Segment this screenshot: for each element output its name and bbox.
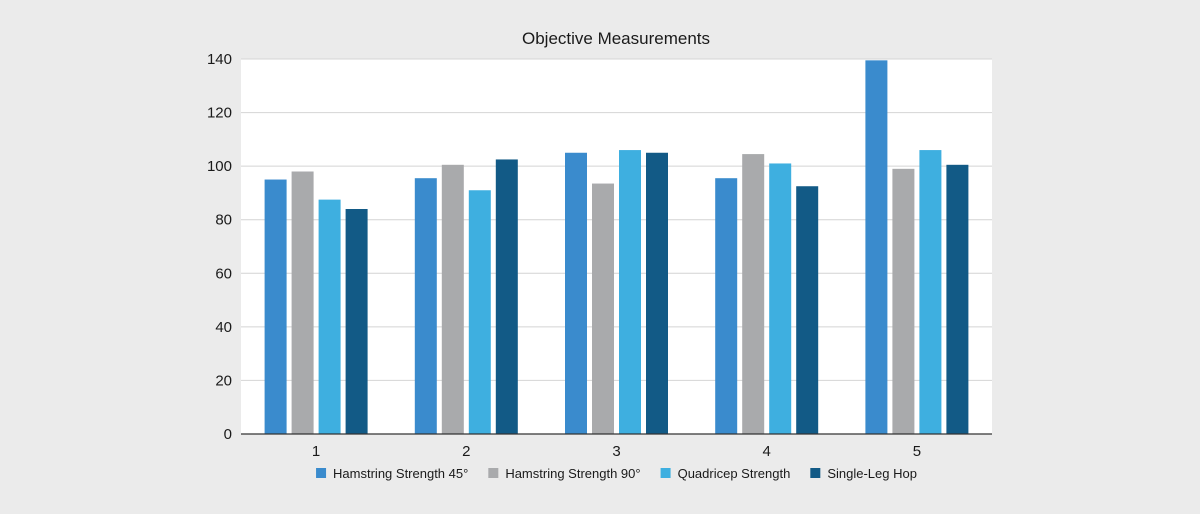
y-tick-label: 140 bbox=[207, 51, 232, 68]
legend-swatch bbox=[810, 468, 821, 478]
legend-label: Single-Leg Hop bbox=[827, 466, 917, 481]
bars bbox=[264, 60, 969, 435]
y-axis-ticks: 0 20 40 60 80 100 120 140 bbox=[207, 51, 232, 443]
bar bbox=[291, 171, 314, 434]
bar bbox=[441, 164, 464, 434]
x-tick-label: 1 bbox=[312, 443, 320, 460]
bar bbox=[946, 164, 969, 434]
x-tick-label: 4 bbox=[763, 443, 771, 460]
y-tick-label: 100 bbox=[207, 158, 232, 175]
bar bbox=[892, 168, 915, 435]
y-tick-label: 20 bbox=[215, 372, 232, 389]
y-tick-label: 60 bbox=[215, 265, 232, 282]
legend-swatch bbox=[488, 468, 499, 478]
bar bbox=[264, 179, 287, 434]
bar bbox=[592, 183, 614, 434]
bar bbox=[619, 150, 641, 435]
y-tick-label: 80 bbox=[215, 212, 232, 229]
legend-item: Single-Leg Hop bbox=[810, 466, 917, 481]
chart-title: Objective Measurements bbox=[522, 29, 710, 48]
y-tick-label: 40 bbox=[215, 319, 232, 336]
legend-label: Quadricep Strength bbox=[678, 466, 791, 481]
bar bbox=[769, 163, 792, 434]
bar bbox=[919, 150, 942, 435]
bar bbox=[345, 209, 368, 434]
bar bbox=[495, 159, 518, 435]
legend-label: Hamstring Strength 90° bbox=[505, 466, 640, 481]
bar bbox=[742, 154, 765, 434]
bar bbox=[414, 178, 437, 434]
legend-swatch bbox=[660, 468, 671, 478]
legend-label: Hamstring Strength 45° bbox=[333, 466, 468, 481]
bar bbox=[468, 190, 491, 434]
x-axis-ticks: 1 2 3 4 5 bbox=[312, 443, 921, 460]
legend-item: Quadricep Strength bbox=[660, 466, 791, 481]
bar bbox=[865, 60, 888, 434]
legend-item: Hamstring Strength 45° bbox=[316, 466, 468, 481]
bar bbox=[318, 199, 341, 434]
x-tick-label: 2 bbox=[462, 443, 470, 460]
y-tick-label: 120 bbox=[207, 105, 232, 122]
x-tick-label: 3 bbox=[612, 443, 620, 460]
bar bbox=[565, 152, 587, 434]
bar bbox=[796, 186, 819, 434]
x-tick-label: 5 bbox=[913, 443, 921, 460]
legend-item: Hamstring Strength 90° bbox=[488, 466, 641, 481]
legend-swatch bbox=[316, 468, 327, 478]
y-tick-label: 0 bbox=[224, 426, 232, 443]
legend: Hamstring Strength 45° Hamstring Strength… bbox=[316, 466, 917, 481]
bar bbox=[646, 152, 668, 434]
bar bbox=[715, 178, 738, 434]
